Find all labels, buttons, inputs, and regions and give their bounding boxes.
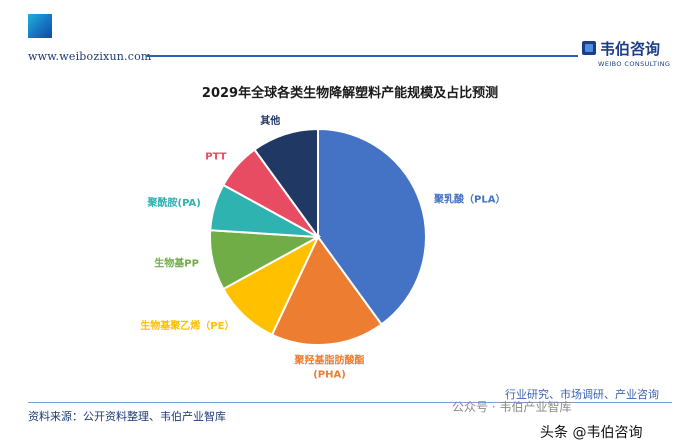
pie-label-6: 其他 (260, 114, 280, 127)
pie-label-5: PTT (205, 151, 226, 162)
pie-label-4: 聚酰胺(PA) (147, 196, 201, 209)
brand-mark-icon (582, 41, 596, 55)
pie-label-1: 聚羟基脂肪酸酯(PHA) (293, 353, 364, 380)
pie-label-3: 生物基PP (154, 257, 199, 270)
brand-subtitle: WEIBO CONSULTING (598, 60, 671, 68)
watermark: 公众号 · 韦伯产业智库 (452, 400, 572, 414)
pie-slice-0 (317, 127, 427, 326)
account-watermark: 头条 @韦伯咨询 (540, 425, 643, 441)
pie-label-2: 生物基聚乙烯（PE） (140, 319, 234, 332)
chart-title: 2029年全球各类生物降解塑料产能规模及占比预测 (201, 86, 499, 101)
pie-slice-1 (270, 235, 383, 346)
tagline: 行业研究、市场调研、产业咨询 (505, 388, 659, 401)
source-note: 资料来源：公开资料整理、韦伯产业智库 (28, 410, 226, 423)
header-divider (146, 55, 578, 57)
site-url: www.weibozixun.com (28, 50, 152, 63)
brand-name: 韦伯咨询 (600, 40, 661, 58)
footer-divider (28, 402, 672, 403)
brand-logo-square (28, 14, 52, 38)
pie-slice-6 (253, 127, 319, 241)
pie-label-0: 聚乳酸（PLA） (433, 192, 505, 205)
